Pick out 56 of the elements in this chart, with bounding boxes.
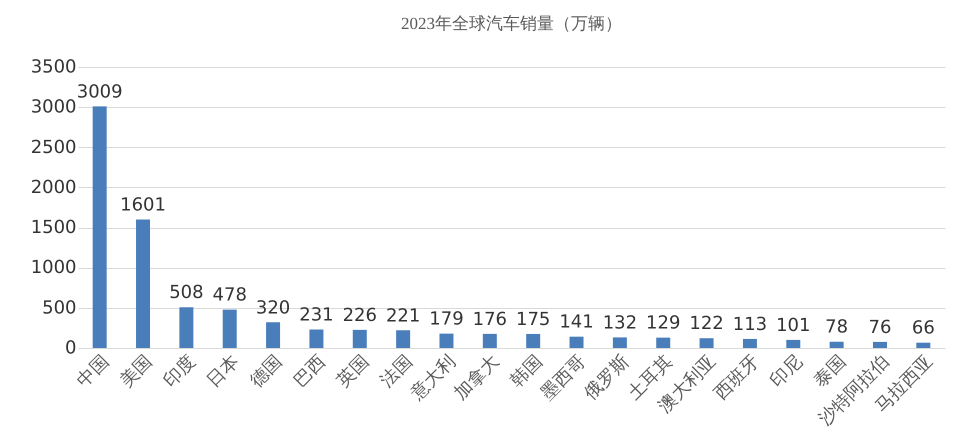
bar <box>396 330 410 348</box>
bar <box>179 307 194 348</box>
bar <box>439 334 454 348</box>
data-label: 3009 <box>76 81 123 102</box>
chart-title: 2023年全球汽车销量（万辆） <box>401 14 622 33</box>
data-label: 226 <box>342 304 377 326</box>
data-label: 320 <box>256 297 290 318</box>
y-tick-label: 2500 <box>30 136 76 158</box>
bar <box>786 340 800 348</box>
bar <box>136 219 150 348</box>
data-label: 175 <box>516 308 550 330</box>
bar <box>352 330 367 348</box>
x-tick-label: 英国 <box>332 351 374 392</box>
bar <box>309 329 324 348</box>
data-label: 141 <box>559 312 594 333</box>
data-label: 113 <box>732 314 768 335</box>
data-label: 221 <box>386 305 420 326</box>
data-label: 176 <box>472 308 508 330</box>
data-label: 101 <box>776 314 810 336</box>
bar <box>482 334 497 348</box>
bar <box>872 342 887 348</box>
y-tick-label: 1500 <box>30 217 76 238</box>
y-tick-label: 3500 <box>30 56 76 78</box>
y-tick-label: 0 <box>65 338 76 358</box>
bar <box>222 310 237 348</box>
bar <box>700 338 714 348</box>
x-tick-label: 印尼 <box>766 351 807 392</box>
y-tick-label: 2000 <box>30 176 76 198</box>
data-label: 1601 <box>120 194 166 216</box>
bar <box>92 106 107 348</box>
x-tick-label: 美国 <box>116 351 156 392</box>
bar <box>526 334 540 348</box>
data-label: 129 <box>646 312 680 334</box>
data-label: 478 <box>212 284 247 306</box>
data-label: 508 <box>169 282 204 304</box>
y-tick-label: 500 <box>42 297 76 318</box>
y-tick-label: 1000 <box>30 257 76 278</box>
x-tick-label: 德国 <box>246 351 287 392</box>
data-label: 231 <box>299 304 334 326</box>
bar <box>570 336 584 348</box>
data-label: 179 <box>429 308 464 330</box>
x-tick-label: 巴西 <box>290 351 330 392</box>
bar <box>266 322 280 348</box>
data-label: 122 <box>689 313 724 334</box>
bar <box>742 338 757 348</box>
bar <box>612 337 627 348</box>
bar <box>830 342 844 348</box>
data-label: 132 <box>602 312 638 334</box>
data-label: 66 <box>912 318 935 339</box>
bar <box>656 338 670 348</box>
data-label: 78 <box>825 316 848 338</box>
x-tick-label: 日本 <box>202 351 244 392</box>
x-tick-label: 印度 <box>160 351 200 392</box>
data-label: 76 <box>868 316 892 338</box>
y-tick-label: 3000 <box>30 96 76 118</box>
bar <box>916 342 930 348</box>
